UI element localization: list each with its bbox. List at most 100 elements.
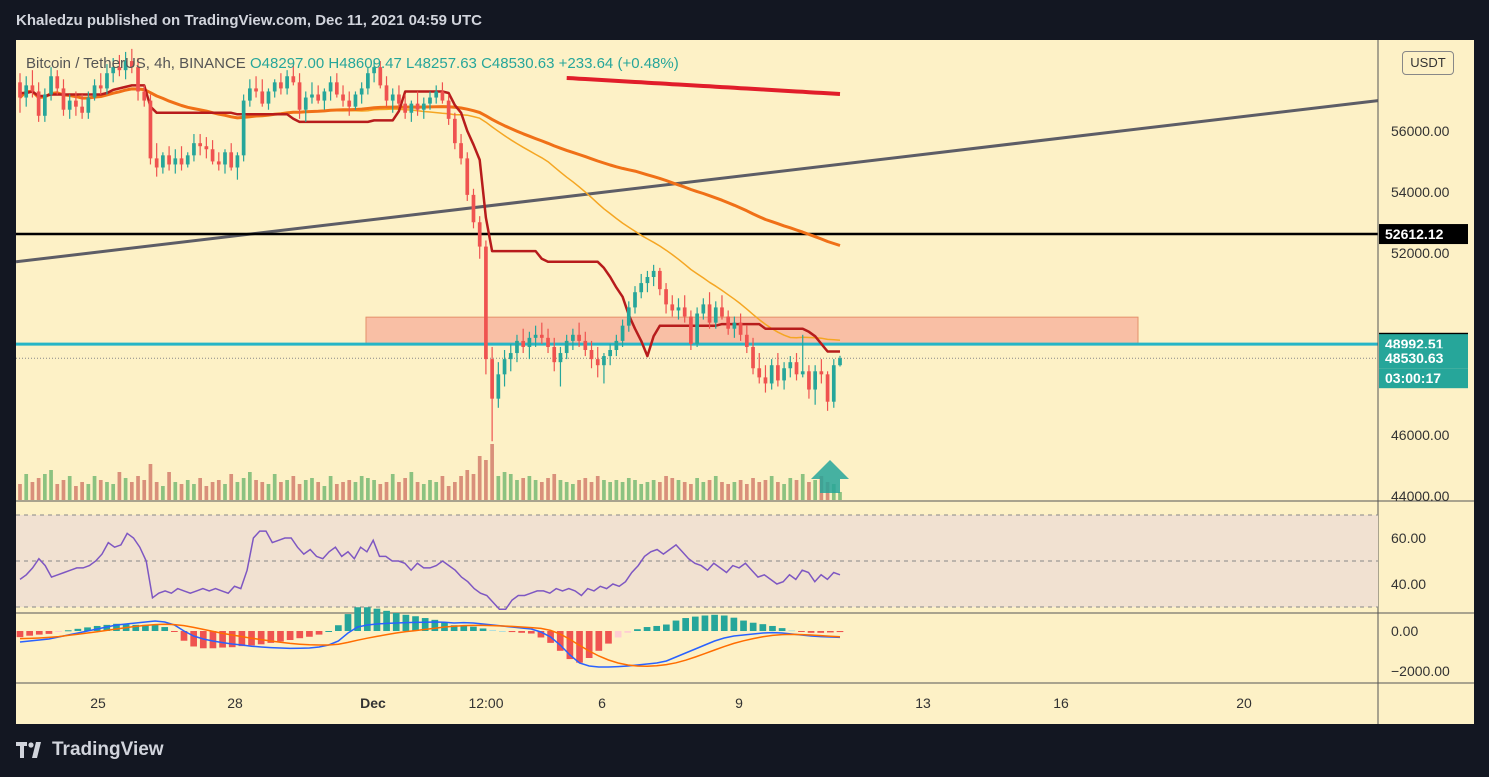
candle-body [465,158,470,195]
volume-bar [272,474,277,500]
volume-bar [129,482,134,500]
candle-body [657,270,662,290]
volume-bar [552,474,557,500]
candle-body [372,67,376,74]
candle-body [247,88,252,101]
volume-bar [254,480,258,500]
candle [434,85,439,104]
volume-bar [595,476,600,500]
volume-bar [620,482,625,500]
candle [639,273,644,299]
macd-histogram-bar [460,625,468,631]
price-pane-bg [16,40,1378,501]
candle-body [210,149,215,162]
candle-body [633,292,637,308]
volume-bar [185,480,190,500]
volume-bar [428,480,432,500]
candle [776,353,780,387]
volume-bar [602,480,606,500]
candle-body [167,155,171,165]
candle [18,73,22,113]
volume-bar [490,444,494,500]
candle-body [272,82,277,92]
macd-histogram-bar [595,631,603,651]
candle [123,51,128,80]
volume-bar [279,482,283,500]
candle [266,88,271,110]
candle [695,307,699,347]
candle [42,88,47,122]
candle [415,91,420,116]
macd-histogram-bar [450,625,458,631]
footer-brand[interactable]: TradingView [16,739,164,761]
macd-histogram-bar [759,624,767,631]
candle [359,82,364,104]
candle [583,331,588,357]
volume-bar [322,486,327,500]
currency-button[interactable]: USDT [1402,51,1454,75]
candle [490,346,494,442]
time-tick-label: 25 [90,695,106,711]
candle [471,188,476,229]
macd-histogram-bar [113,623,120,631]
candle-body [216,161,221,165]
candle [577,322,581,347]
candle [173,149,178,174]
volume-bar [161,486,165,500]
macd-histogram-bar [740,620,747,631]
macd-histogram-bar [653,625,661,631]
candle-body [235,155,240,168]
candle-body [769,365,774,384]
candle-body [36,91,41,116]
candle [24,76,29,107]
candle-body [502,359,507,375]
volume-bar [564,482,569,500]
macd-histogram-bar [103,624,111,631]
candle [428,91,432,110]
volume-bar [235,482,240,500]
candle-body [266,91,271,104]
rsi-tick-label: 40.00 [1391,576,1426,592]
candle [726,310,731,335]
macd-histogram-bar [701,615,709,631]
candle-body [223,152,227,165]
candle-body [179,158,184,165]
candle [763,365,768,393]
volume-bar [682,482,687,500]
candle [614,334,619,357]
chart-frame[interactable]: 56000.00 54000.00 52000.00 46000.00 44000.00… [16,40,1474,724]
macd-histogram-bar [518,631,525,633]
candle [111,58,116,83]
candle [608,343,613,366]
candle-body [105,73,109,89]
macd-histogram-bar [151,624,159,631]
legend-high: H48609.47 [328,55,402,72]
time-tick-label: Dec [360,695,386,711]
candle-body [670,304,675,311]
rsi-line [19,530,841,611]
candle [664,283,668,314]
candle-body [285,76,289,89]
candle-body [484,246,488,360]
candle [751,337,755,375]
candle [210,140,215,165]
candle [800,334,805,378]
macd-histogram-bar [720,615,728,631]
macd-histogram-bar [585,631,593,658]
volume-bar [347,480,352,500]
macd-histogram-bar [827,631,834,633]
candle-body [192,143,196,156]
macd-histogram-bar [55,631,62,632]
candle [571,328,575,350]
volume-bar [210,482,215,500]
candle-body [546,337,550,347]
candle [347,91,352,116]
macd-histogram-bar [836,631,844,633]
candle [533,325,538,347]
chart-svg[interactable]: 56000.00 54000.00 52000.00 46000.00 44000.00… [16,40,1474,724]
volume-bar [546,478,550,500]
volume-bar [477,456,482,500]
legend-symbol: Bitcoin / TetherUS, 4h, BINANCE [26,55,246,72]
candle [74,91,78,116]
candle [602,353,606,384]
